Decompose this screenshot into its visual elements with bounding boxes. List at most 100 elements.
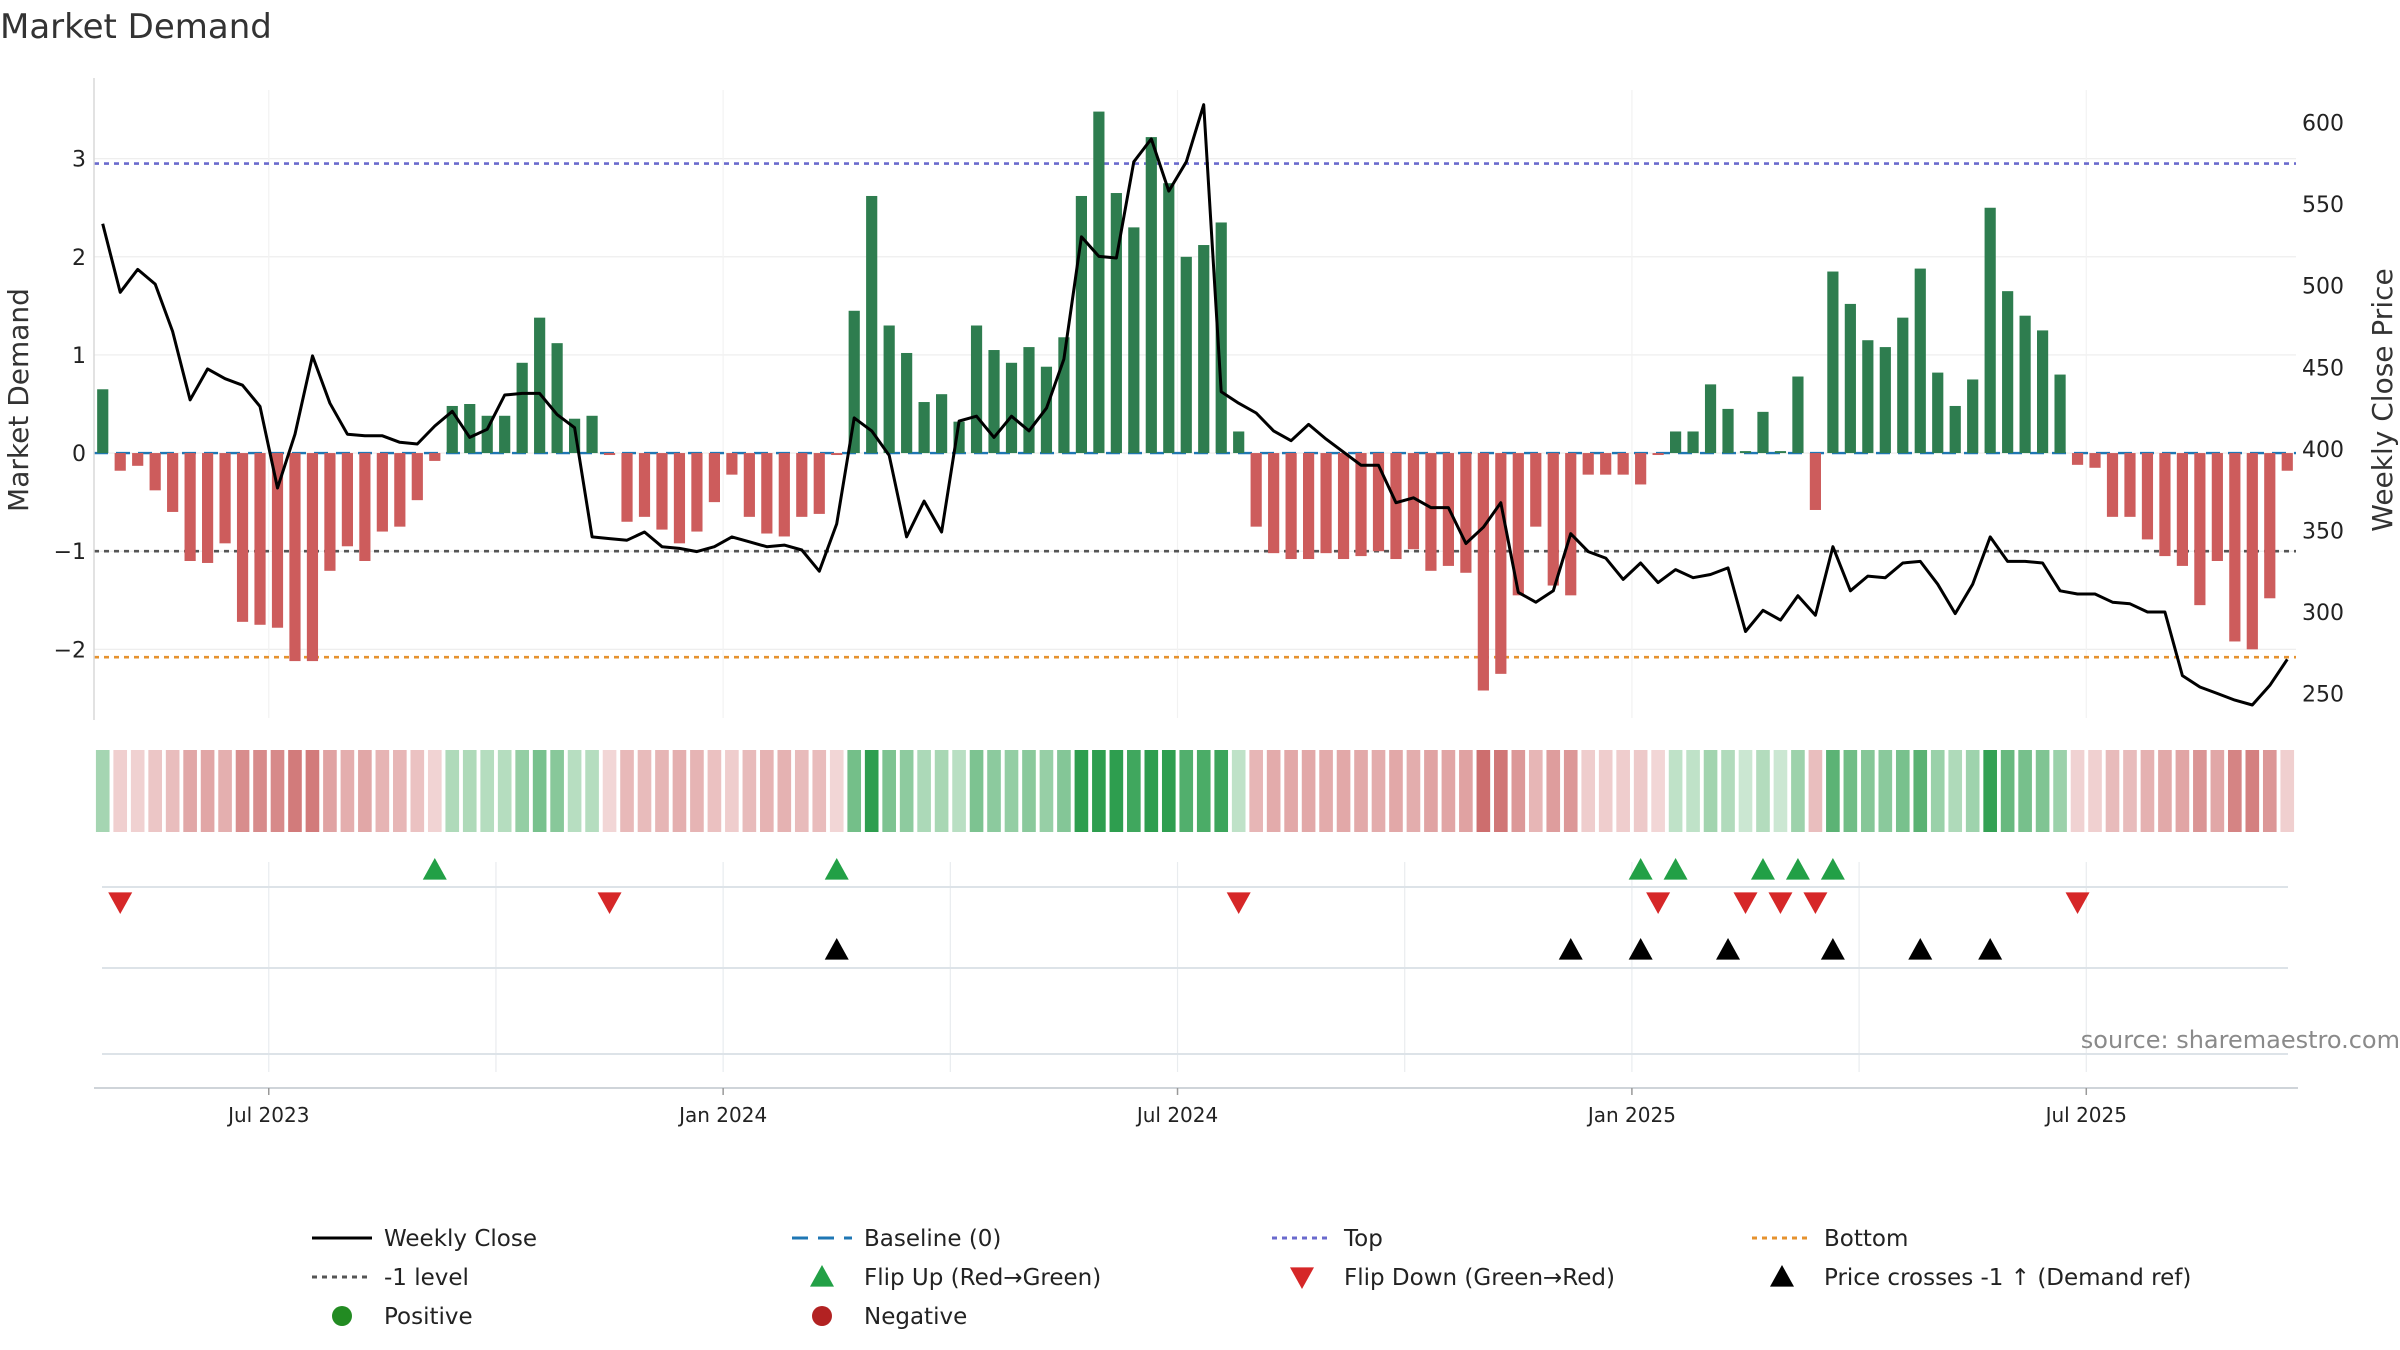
demand-strip-cell — [585, 750, 599, 832]
demand-strip-cell — [1528, 750, 1543, 832]
demand-strip-cell — [410, 750, 425, 832]
demand-bar-negative — [1600, 453, 1612, 475]
demand-bar-negative — [2229, 453, 2241, 642]
weekly-close-line-group — [101, 103, 2289, 707]
demand-bar-positive — [97, 389, 109, 454]
demand-strip-cell — [969, 750, 984, 832]
demand-bar-positive — [1757, 411, 1769, 454]
demand-bar-negative — [359, 453, 371, 561]
demand-bar-negative — [1268, 453, 1280, 554]
demand-bar-negative — [306, 453, 319, 662]
demand-bar-positive — [2002, 291, 2014, 454]
demand-bar-negative — [2159, 453, 2171, 557]
demand-bar-negative — [656, 453, 668, 530]
x-tick-label: Jul 2025 — [2044, 1103, 2127, 1127]
demand-bar-negative — [411, 453, 423, 501]
demand-bar-negative — [1337, 453, 1350, 560]
demand-strip-cell — [742, 750, 757, 832]
demand-bar-negative — [603, 453, 616, 456]
demand-strip-cell — [1004, 750, 1019, 832]
demand-bar-negative — [1372, 453, 1385, 552]
x-tick-label: Jul 2024 — [1135, 1103, 1218, 1127]
demand-strip-cell — [1459, 750, 1473, 832]
demand-bar-positive — [1792, 376, 1804, 454]
demand-bar-positive — [516, 362, 528, 454]
demand-bar-positive — [1075, 195, 1087, 454]
demand-bar-negative — [376, 453, 388, 532]
demand-bar-negative — [1617, 453, 1629, 475]
demand-strip-cell — [760, 750, 774, 832]
demand-strip-cell — [235, 750, 250, 832]
legend-item: -1 level — [312, 1265, 469, 1291]
demand-bar-negative — [673, 453, 686, 544]
demand-bar-positive — [1967, 379, 1979, 454]
demand-bar-positive — [953, 421, 965, 454]
demand-strip-cell — [672, 750, 687, 832]
legend-swatch — [812, 1306, 832, 1326]
price-cross-marker — [1558, 938, 1583, 960]
demand-strip-cell — [340, 750, 355, 832]
demand-bar-positive — [1879, 347, 1891, 454]
demand-strip-cell — [2158, 750, 2172, 832]
demand-bar-positive — [1704, 384, 1717, 454]
y-left-tick-label: −1 — [54, 540, 86, 565]
demand-bar-negative — [1547, 453, 1559, 586]
demand-bar-positive — [1949, 405, 1961, 454]
demand-strip-cell — [934, 750, 949, 832]
demand-strip-cell — [1756, 750, 1770, 832]
demand-strip-cell — [1791, 750, 1805, 832]
demand-bars — [97, 111, 2293, 691]
demand-strip-cell — [2140, 750, 2155, 832]
demand-bar-negative — [2246, 453, 2258, 650]
demand-strip-cell — [864, 750, 879, 832]
demand-bar-negative — [254, 453, 266, 625]
demand-bar-positive — [1844, 303, 1856, 454]
demand-strip-cell — [1074, 750, 1089, 832]
demand-strip-cell — [358, 750, 372, 832]
demand-bar-positive — [2054, 374, 2066, 454]
demand-strip-cell — [1301, 750, 1316, 832]
legend-item: Bottom — [1752, 1226, 1908, 1252]
demand-bar-negative — [1460, 453, 1472, 573]
demand-strip-cell — [1965, 750, 1980, 832]
demand-strip-cell — [1109, 750, 1124, 832]
legend-label: Negative — [864, 1304, 967, 1330]
demand-strip-cell — [2245, 750, 2260, 832]
flip-up-marker — [1785, 858, 1810, 880]
demand-strip-cell — [899, 750, 914, 832]
demand-bar-negative — [2141, 453, 2154, 540]
demand-strip-cell — [1249, 750, 1263, 832]
demand-bar-negative — [831, 453, 843, 456]
demand-strip-cell — [1633, 750, 1648, 832]
demand-strip-cell — [1616, 750, 1630, 832]
demand-bar-positive — [1145, 137, 1157, 454]
demand-bar-negative — [394, 453, 406, 527]
legend-label: Baseline (0) — [864, 1226, 1001, 1252]
price-cross-marker — [1978, 938, 2003, 960]
demand-bar-negative — [2211, 453, 2223, 561]
demand-strip-cell — [655, 750, 669, 832]
legend-label: Flip Down (Green→Red) — [1344, 1265, 1615, 1291]
demand-strip-cell — [829, 750, 844, 832]
demand-bar-negative — [114, 453, 126, 471]
demand-strip-cell — [620, 750, 634, 832]
demand-bar-negative — [2281, 453, 2293, 471]
demand-strip-cell — [1494, 750, 1508, 832]
demand-bar-positive — [1862, 340, 1874, 454]
legend: Weekly Close Baseline (0) Top Bottom -1 leve… — [312, 1226, 2191, 1330]
flip-down-marker — [1733, 892, 1758, 914]
y-right-tick-label: 600 — [2302, 112, 2344, 137]
demand-strip-cell — [1179, 750, 1194, 832]
demand-bar-negative — [2106, 453, 2119, 517]
y-right-axis-title: Weekly Close Price — [2366, 268, 2399, 531]
demand-bar-positive — [1233, 431, 1245, 454]
demand-strip-cell — [1336, 750, 1351, 832]
demand-strip-cell — [393, 750, 407, 832]
demand-bar-negative — [1250, 453, 1262, 527]
demand-bar-positive — [883, 325, 895, 454]
legend-label: -1 level — [384, 1265, 469, 1291]
demand-strip-cell — [1284, 750, 1298, 832]
price-cross-marker — [1716, 938, 1741, 960]
demand-strip-cell — [1721, 750, 1735, 832]
demand-strip-cell — [2035, 750, 2050, 832]
